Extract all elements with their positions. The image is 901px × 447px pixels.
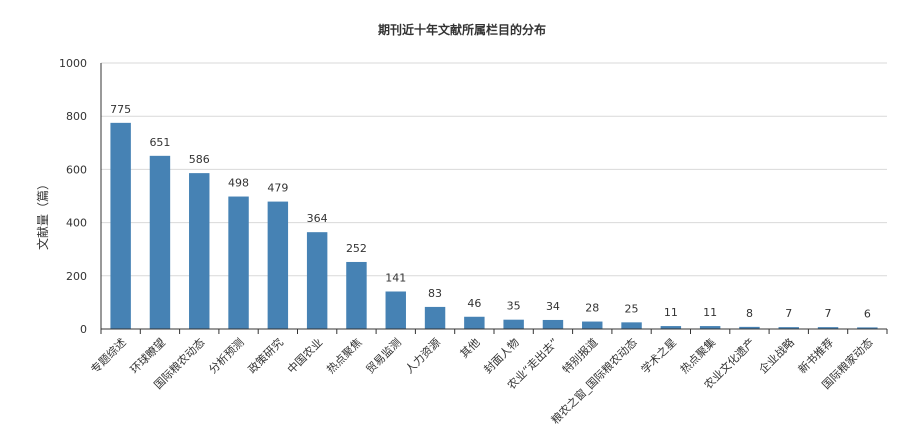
bar[interactable] bbox=[267, 201, 289, 329]
y-tick-label: 1000 bbox=[59, 57, 87, 70]
data-label: 141 bbox=[385, 271, 406, 284]
data-label: 364 bbox=[307, 212, 328, 225]
bar[interactable] bbox=[582, 321, 603, 329]
x-tick-label: 贸易监测 bbox=[364, 336, 404, 376]
x-tick-label: 专题综述 bbox=[88, 335, 129, 376]
y-tick-label: 200 bbox=[66, 270, 87, 283]
data-label: 7 bbox=[825, 307, 832, 320]
bar[interactable] bbox=[110, 122, 131, 329]
data-label: 651 bbox=[149, 136, 170, 149]
data-label: 8 bbox=[746, 307, 753, 320]
y-tick-label: 800 bbox=[66, 110, 87, 123]
y-tick-label: 600 bbox=[66, 163, 87, 176]
bar[interactable] bbox=[542, 319, 564, 329]
bar[interactable] bbox=[149, 155, 171, 329]
data-label: 11 bbox=[664, 306, 678, 319]
data-label: 252 bbox=[346, 242, 367, 255]
bar[interactable] bbox=[346, 261, 367, 329]
chart-title: 期刊近十年文献所属栏目的分布 bbox=[378, 22, 546, 37]
axes bbox=[100, 63, 888, 334]
bar[interactable] bbox=[189, 173, 210, 329]
x-tick-label: 新书推荐 bbox=[795, 335, 836, 376]
y-tick-label: 0 bbox=[80, 323, 87, 336]
data-label: 83 bbox=[428, 287, 442, 300]
data-label: 35 bbox=[507, 300, 521, 313]
data-label: 28 bbox=[585, 302, 599, 315]
bar[interactable] bbox=[817, 327, 839, 329]
bar[interactable] bbox=[660, 326, 682, 329]
bar[interactable] bbox=[621, 322, 642, 329]
x-tick-label: 热点聚焦 bbox=[324, 336, 364, 376]
data-label: 34 bbox=[546, 300, 560, 313]
bar[interactable] bbox=[503, 319, 524, 329]
data-label: 25 bbox=[625, 302, 639, 315]
data-label: 775 bbox=[110, 103, 131, 116]
x-tick-label: 人力资源 bbox=[402, 335, 443, 376]
data-label: 6 bbox=[864, 307, 871, 320]
x-tick-label: 环球瞭望 bbox=[127, 335, 168, 376]
data-label: 498 bbox=[228, 177, 249, 190]
x-tick-label: 热点聚集 bbox=[677, 335, 718, 376]
bar[interactable] bbox=[228, 196, 249, 329]
x-tick-label: 特别报道 bbox=[559, 335, 600, 376]
data-label: 11 bbox=[703, 306, 717, 319]
bar[interactable] bbox=[306, 232, 328, 329]
data-label: 479 bbox=[267, 182, 288, 195]
gridlines bbox=[101, 62, 887, 277]
x-tick-label: 其他 bbox=[458, 336, 483, 361]
x-tick-label: 封面人物 bbox=[481, 335, 522, 376]
x-tick-label: 政策研究 bbox=[245, 335, 286, 376]
x-tick-label: 中国农业 bbox=[284, 335, 325, 376]
bar[interactable] bbox=[424, 306, 446, 329]
x-tick-label: 分析预测 bbox=[206, 335, 247, 376]
data-label: 46 bbox=[467, 297, 481, 310]
x-tick-label: 学术之星 bbox=[638, 335, 679, 376]
x-tick-label: 企业战略 bbox=[756, 335, 797, 376]
data-label: 7 bbox=[785, 307, 792, 320]
bar[interactable] bbox=[778, 327, 799, 329]
bar[interactable] bbox=[464, 316, 485, 329]
bar[interactable] bbox=[385, 291, 406, 329]
bar[interactable] bbox=[699, 326, 721, 329]
bar[interactable] bbox=[857, 327, 878, 329]
bars bbox=[110, 122, 878, 329]
y-tick-label: 400 bbox=[66, 217, 87, 230]
bar[interactable] bbox=[739, 326, 760, 329]
y-axis-label: 文献量（篇） bbox=[35, 178, 50, 250]
labels: 02004006008001000775专题综述651环球瞭望586国际粮农动态… bbox=[59, 57, 875, 427]
data-label: 586 bbox=[189, 153, 210, 166]
